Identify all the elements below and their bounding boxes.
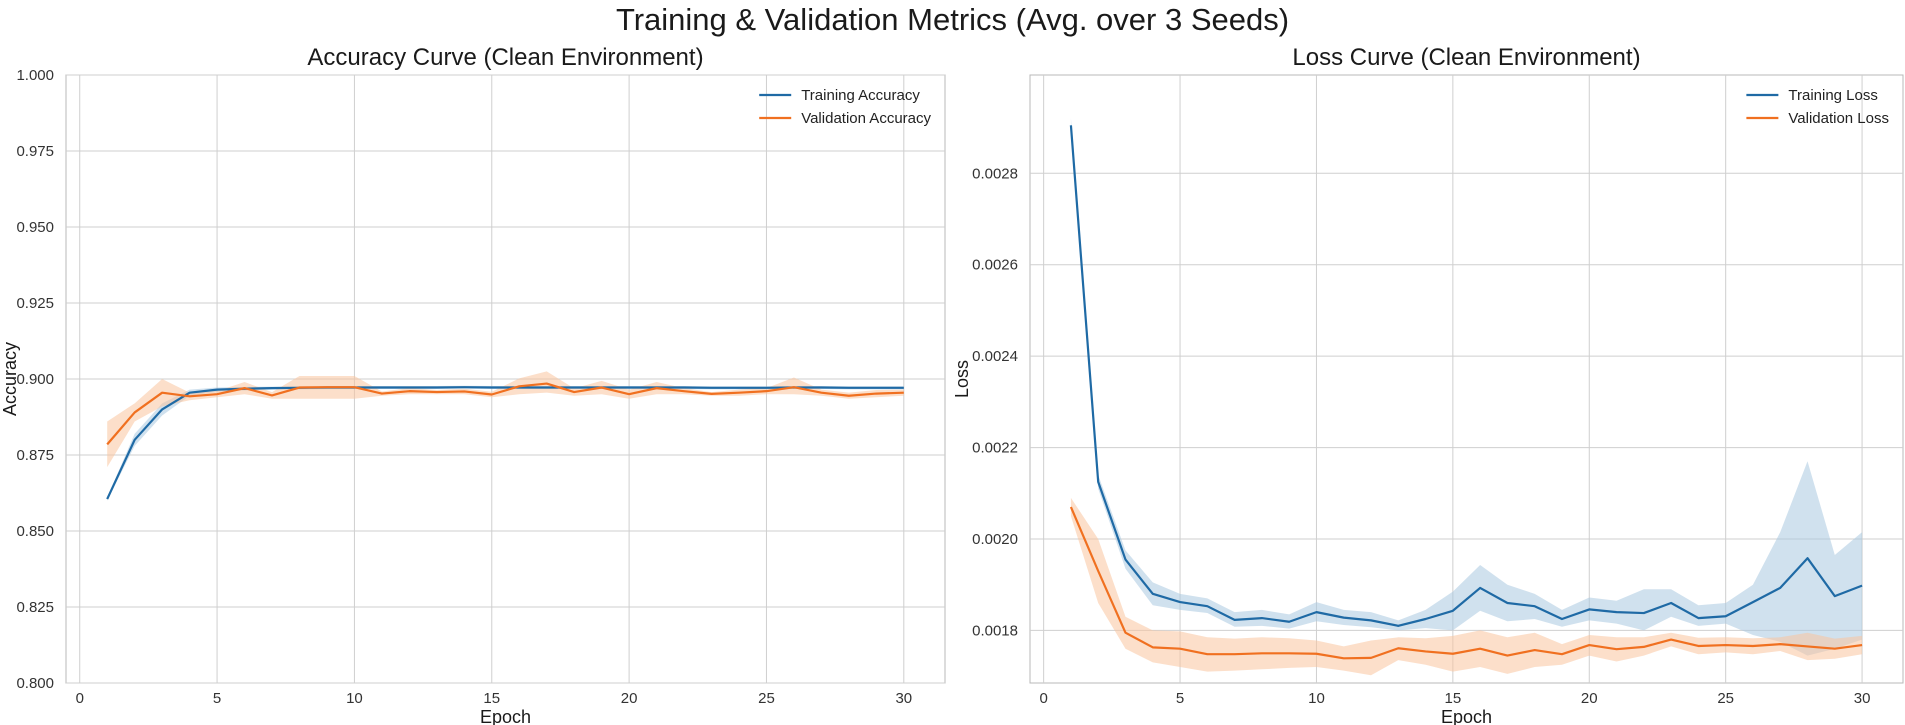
panel-2-x-tick-label-0: 0 (1039, 690, 1047, 707)
panel-2-series-2-line (1069, 506, 1863, 660)
panel-1-y-tick-label-2: 0.850 (16, 523, 54, 540)
panel-2-series-1-band (1070, 118, 1863, 656)
panel-1: 0 5 10 15 20 25 30 0.800 0.825 0.850 0.875 0.900 0.9… (0, 44, 946, 725)
panel-1-x-tick-label-6: 30 (895, 690, 912, 707)
panel-1-series-2-band (107, 371, 904, 468)
panel-2-legend: Training Loss Validation Loss (1746, 87, 1889, 127)
panel-1-x-axis-label: Epoch (480, 707, 531, 725)
panel-2-legend-label-1: Training Loss (1788, 87, 1878, 104)
panel-1-x-tick-label-3: 15 (483, 690, 500, 707)
panel-1-x-tick-label-5: 25 (758, 690, 775, 707)
panel-2-x-tick-label-1: 5 (1176, 690, 1184, 707)
panel-2-legend-label-2: Validation Loss (1788, 110, 1889, 127)
panel-2-y-tick-label-1: 0.0020 (972, 531, 1018, 548)
panel-1-series-2-line (106, 382, 904, 446)
panel-2-x-tick-label-6: 30 (1854, 690, 1871, 707)
panel-2-series-1-line (1069, 125, 1863, 627)
panel-2-y-tick-label-3: 0.0024 (972, 348, 1018, 365)
panel-2-y-tick-label-0: 0.0018 (972, 622, 1018, 639)
figure-title: Training & Validation Metrics (Avg. over… (615, 2, 1290, 37)
panel-1-y-tick-label-1: 0.825 (16, 599, 54, 616)
panel-1-legend-label-1: Training Accuracy (801, 87, 920, 104)
panel-2-y-tick-label-5: 0.0028 (972, 165, 1018, 182)
panel-1-x-tick-label-0: 0 (76, 690, 84, 707)
panel-2-title: Loss Curve (Clean Environment) (1292, 44, 1640, 71)
panel-2-x-tick-label-4: 20 (1581, 690, 1598, 707)
panel-1-legend: Training Accuracy Validation Accuracy (759, 87, 931, 127)
panel-2-x-tick-label-3: 15 (1445, 690, 1462, 707)
panel-1-y-axis-label: Accuracy (0, 342, 20, 416)
panel-1-y-tick-label-6: 0.950 (16, 219, 54, 236)
panel-1-y-tick-label-5: 0.925 (16, 295, 54, 312)
panel-2-y-tick-label-4: 0.0026 (972, 257, 1018, 274)
panel-1-y-tick-label-0: 0.800 (16, 675, 54, 692)
panel-2-x-tick-label-5: 25 (1717, 690, 1734, 707)
panel-2-y-axis-label: Loss (952, 360, 972, 398)
panel-2-x-tick-label-2: 10 (1308, 690, 1325, 707)
panel-2: 0 5 10 15 20 25 30 0.0018 0.0020 0.0022 0.0024 0.00… (952, 44, 1904, 725)
panel-2-series-2-band (1070, 497, 1863, 676)
panel-2-y-tick-label-2: 0.0022 (972, 440, 1018, 457)
panel-1-y-tick-label-8: 1.000 (16, 67, 54, 84)
panel-1-x-tick-label-4: 20 (621, 690, 638, 707)
panel-1-y-tick-label-7: 0.975 (16, 143, 54, 160)
panel-1-y-tick-label-3: 0.875 (16, 447, 54, 464)
panel-1-y-tick-label-4: 0.900 (16, 371, 54, 388)
panel-1-legend-label-2: Validation Accuracy (801, 110, 931, 127)
panel-2-x-axis-label: Epoch (1441, 707, 1492, 725)
panel-1-x-tick-label-2: 10 (346, 690, 363, 707)
panel-1-title: Accuracy Curve (Clean Environment) (307, 44, 703, 71)
panel-1-x-tick-label-1: 5 (213, 690, 221, 707)
